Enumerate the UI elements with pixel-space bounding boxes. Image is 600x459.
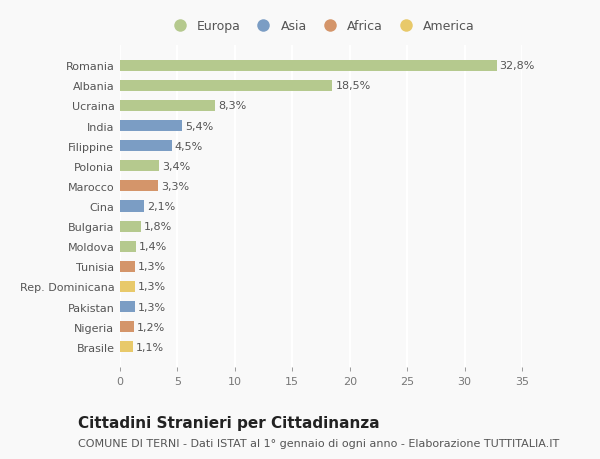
Bar [120,101,215,112]
Bar [120,221,140,232]
Bar [120,302,135,313]
Text: 18,5%: 18,5% [335,81,371,91]
Bar [120,281,135,292]
Bar [120,321,134,332]
Legend: Europa, Asia, Africa, America: Europa, Asia, Africa, America [167,20,475,33]
Text: 1,1%: 1,1% [136,342,164,352]
Bar [120,81,332,92]
Text: 3,4%: 3,4% [162,162,190,171]
Bar [120,121,182,132]
Text: 1,3%: 1,3% [138,302,166,312]
Text: 1,2%: 1,2% [137,322,165,332]
Bar [120,201,144,212]
Text: 3,3%: 3,3% [161,181,189,191]
Bar [120,161,159,172]
Bar [120,241,136,252]
Text: 5,4%: 5,4% [185,121,213,131]
Text: 1,8%: 1,8% [143,222,172,232]
Bar [120,341,133,353]
Bar [120,181,158,192]
Text: 8,3%: 8,3% [218,101,247,111]
Text: 1,3%: 1,3% [138,282,166,292]
Text: COMUNE DI TERNI - Dati ISTAT al 1° gennaio di ogni anno - Elaborazione TUTTITALI: COMUNE DI TERNI - Dati ISTAT al 1° genna… [78,438,559,448]
Text: 4,5%: 4,5% [175,141,203,151]
Text: Cittadini Stranieri per Cittadinanza: Cittadini Stranieri per Cittadinanza [78,415,380,431]
Text: 1,4%: 1,4% [139,242,167,252]
Text: 2,1%: 2,1% [147,202,175,212]
Text: 32,8%: 32,8% [500,61,535,71]
Bar [120,61,497,72]
Text: 1,3%: 1,3% [138,262,166,272]
Bar [120,261,135,272]
Bar [120,141,172,152]
